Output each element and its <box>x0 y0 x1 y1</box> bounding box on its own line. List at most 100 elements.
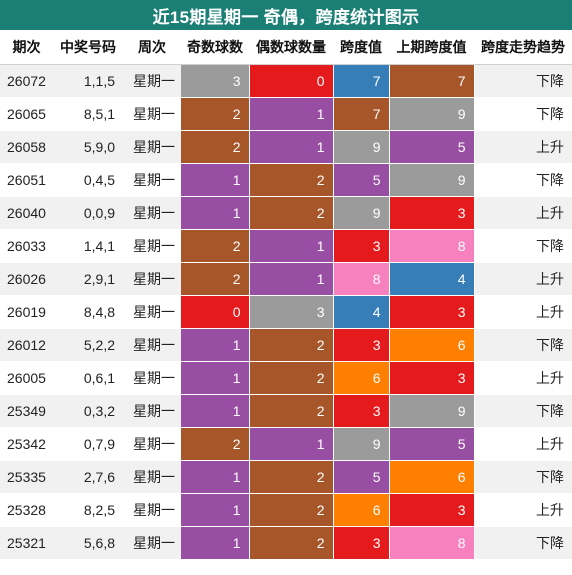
span-cell: 9 <box>333 196 390 230</box>
period-cell: 25321 <box>0 526 53 560</box>
span-cell: 7 <box>333 97 390 131</box>
span-cell: 3 <box>333 526 390 560</box>
odd-count-cell: 2 <box>181 130 250 164</box>
prev-span-cell: 3 <box>389 361 475 395</box>
even-count-cell: 1 <box>249 97 334 131</box>
weekday-cell: 星期一 <box>123 64 181 98</box>
odd-count-cell: 2 <box>181 262 250 296</box>
trend-cell: 上升 <box>474 361 572 395</box>
period-cell: 25349 <box>0 394 53 428</box>
header-weekday: 周次 <box>123 30 181 65</box>
even-count-cell: 1 <box>249 427 334 461</box>
even-count-cell: 2 <box>249 163 334 197</box>
even-count-cell: 2 <box>249 460 334 494</box>
winning-numbers-cell: 5,2,2 <box>53 328 123 362</box>
prev-span-cell: 3 <box>389 493 475 527</box>
trend-cell: 下降 <box>474 328 572 362</box>
period-cell: 26033 <box>0 229 53 263</box>
weekday-cell: 星期一 <box>123 97 181 131</box>
weekday-cell: 星期一 <box>123 130 181 164</box>
winning-numbers-cell: 8,2,5 <box>53 493 123 527</box>
winning-numbers-cell: 1,1,5 <box>53 64 123 98</box>
span-cell: 7 <box>333 64 390 98</box>
table-row: 26051 0,4,5 星期一 1 2 5 9 下降 <box>0 163 572 197</box>
prev-span-cell: 8 <box>389 526 475 560</box>
odd-count-cell: 1 <box>181 394 250 428</box>
odd-count-cell: 2 <box>181 229 250 263</box>
odd-count-cell: 1 <box>181 328 250 362</box>
period-cell: 26019 <box>0 295 53 329</box>
odd-count-cell: 2 <box>181 427 250 461</box>
prev-span-cell: 9 <box>389 163 475 197</box>
table-row: 26058 5,9,0 星期一 2 1 9 5 上升 <box>0 130 572 164</box>
table-row: 26026 2,9,1 星期一 2 1 8 4 上升 <box>0 262 572 296</box>
even-count-cell: 1 <box>249 130 334 164</box>
winning-numbers-cell: 0,0,9 <box>53 196 123 230</box>
span-cell: 5 <box>333 460 390 494</box>
trend-cell: 下降 <box>474 97 572 131</box>
winning-numbers-cell: 5,6,8 <box>53 526 123 560</box>
span-cell: 6 <box>333 493 390 527</box>
period-cell: 26058 <box>0 130 53 164</box>
prev-span-cell: 5 <box>389 427 475 461</box>
weekday-cell: 星期一 <box>123 526 181 560</box>
weekday-cell: 星期一 <box>123 295 181 329</box>
table-row: 25349 0,3,2 星期一 1 2 3 9 下降 <box>0 394 572 428</box>
odd-count-cell: 1 <box>181 196 250 230</box>
odd-count-cell: 0 <box>181 295 250 329</box>
weekday-cell: 星期一 <box>123 196 181 230</box>
winning-numbers-cell: 8,5,1 <box>53 97 123 131</box>
header-even-count: 偶数球数量 <box>249 30 333 65</box>
header-period: 期次 <box>0 30 53 65</box>
winning-numbers-cell: 0,7,9 <box>53 427 123 461</box>
period-cell: 26072 <box>0 64 53 98</box>
span-cell: 9 <box>333 427 390 461</box>
winning-numbers-cell: 2,7,6 <box>53 460 123 494</box>
span-cell: 8 <box>333 262 390 296</box>
winning-numbers-cell: 0,6,1 <box>53 361 123 395</box>
header-prev-span: 上期跨度值 <box>389 30 474 65</box>
even-count-cell: 1 <box>249 229 334 263</box>
period-cell: 26051 <box>0 163 53 197</box>
table-row: 26072 1,1,5 星期一 3 0 7 7 下降 <box>0 64 572 98</box>
page-title: 近15期星期一 奇偶，跨度统计图示 <box>0 0 572 30</box>
span-cell: 9 <box>333 130 390 164</box>
odd-count-cell: 3 <box>181 64 250 98</box>
winning-numbers-cell: 0,4,5 <box>53 163 123 197</box>
even-count-cell: 3 <box>249 295 334 329</box>
even-count-cell: 2 <box>249 493 334 527</box>
trend-cell: 下降 <box>474 526 572 560</box>
even-count-cell: 2 <box>249 526 334 560</box>
period-cell: 25342 <box>0 427 53 461</box>
header-span: 跨度值 <box>333 30 389 65</box>
trend-cell: 上升 <box>474 196 572 230</box>
even-count-cell: 2 <box>249 328 334 362</box>
even-count-cell: 2 <box>249 394 334 428</box>
trend-cell: 下降 <box>474 460 572 494</box>
table-row: 25328 8,2,5 星期一 1 2 6 3 上升 <box>0 493 572 527</box>
prev-span-cell: 9 <box>389 394 475 428</box>
winning-numbers-cell: 1,4,1 <box>53 229 123 263</box>
table-row: 26040 0,0,9 星期一 1 2 9 3 上升 <box>0 196 572 230</box>
period-cell: 25335 <box>0 460 53 494</box>
prev-span-cell: 9 <box>389 97 475 131</box>
weekday-cell: 星期一 <box>123 427 181 461</box>
span-cell: 4 <box>333 295 390 329</box>
weekday-cell: 星期一 <box>123 460 181 494</box>
period-cell: 26065 <box>0 97 53 131</box>
table-row: 25335 2,7,6 星期一 1 2 5 6 下降 <box>0 460 572 494</box>
prev-span-cell: 8 <box>389 229 475 263</box>
weekday-cell: 星期一 <box>123 328 181 362</box>
trend-cell: 上升 <box>474 493 572 527</box>
prev-span-cell: 3 <box>389 295 475 329</box>
weekday-cell: 星期一 <box>123 394 181 428</box>
winning-numbers-cell: 5,9,0 <box>53 130 123 164</box>
span-cell: 5 <box>333 163 390 197</box>
span-cell: 6 <box>333 361 390 395</box>
trend-cell: 下降 <box>474 229 572 263</box>
header-trend: 跨度走势趋势 <box>474 30 572 65</box>
trend-cell: 上升 <box>474 262 572 296</box>
odd-count-cell: 1 <box>181 526 250 560</box>
period-cell: 26040 <box>0 196 53 230</box>
